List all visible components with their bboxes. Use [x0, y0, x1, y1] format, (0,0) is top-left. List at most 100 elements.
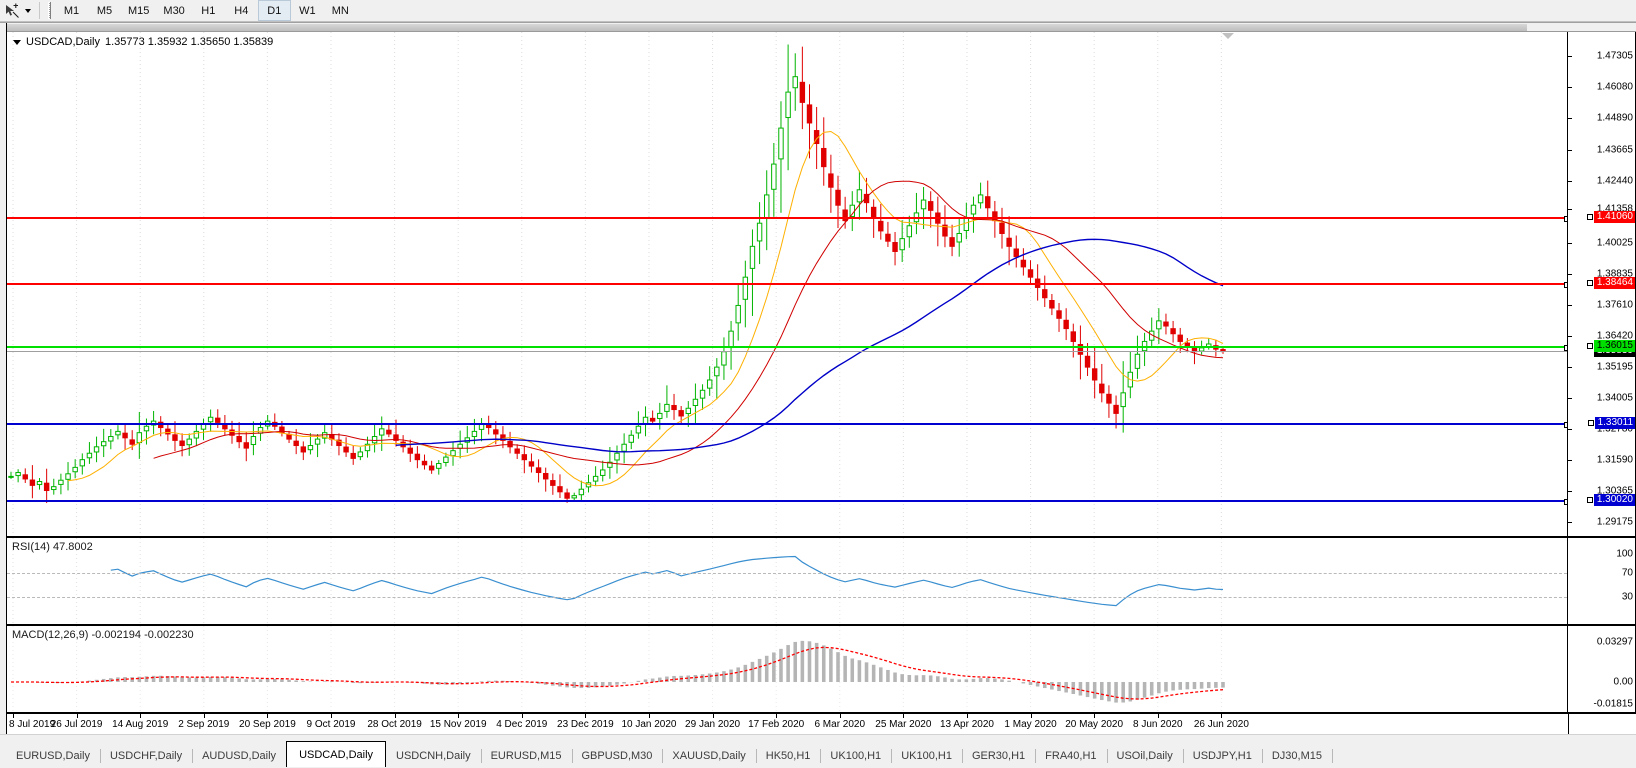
chart-tab-eurusd-daily[interactable]: EURUSD,Daily: [6, 745, 100, 767]
timeframe-button-m15[interactable]: M15: [121, 0, 156, 21]
timeframe-button-w1[interactable]: W1: [291, 0, 324, 21]
left-pane-gutter[interactable]: [0, 23, 7, 734]
chart-tab-usdcad-daily[interactable]: USDCAD,Daily: [286, 741, 387, 767]
price-level-tag-current-level[interactable]: 1.36015: [1586, 340, 1635, 353]
chart-tab-usdjpy-h1[interactable]: USDJPY,H1: [1182, 745, 1262, 767]
time-axis[interactable]: 8 Jul 2019 26 Jul 2019 14 Aug 2019 2 Sep 20…: [7, 713, 1636, 734]
price-level-tag-resistance-1[interactable]: 1.41060: [1586, 210, 1635, 223]
time-axis-tick: [1221, 714, 1223, 718]
chart-tab-uk100-h1[interactable]: UK100,H1: [820, 745, 891, 767]
rsi-plot-canvas[interactable]: [7, 538, 1567, 624]
macd-scale[interactable]: 0.03297 0.00 -0.01815: [1567, 626, 1635, 712]
timeframe-button-m5[interactable]: M5: [88, 0, 121, 21]
timeframe-button-h4[interactable]: H4: [225, 0, 258, 21]
macd-title: MACD(12,26,9) -0.002194 -0.002230: [12, 629, 194, 641]
toolbar-separator: [39, 2, 40, 19]
chart-tab-xauusd-daily[interactable]: XAUUSD,Daily: [662, 745, 755, 767]
price-level-tag-resistance-2[interactable]: 1.38464: [1586, 277, 1635, 290]
price-scale-label: 1.43665: [1596, 144, 1633, 156]
toolbar-grip-handle[interactable]: [45, 2, 53, 20]
price-scale-tick: [1568, 429, 1572, 431]
price-scale-tick: [1568, 522, 1572, 523]
price-tag-nub: [1586, 343, 1593, 350]
time-axis-label: 15 Nov 2019: [429, 719, 487, 730]
chart-tab-uk100-h1[interactable]: UK100,H1: [891, 745, 962, 767]
crosshair-cursor-icon[interactable]: [4, 3, 20, 19]
time-axis-label: 2 Sep 2019: [178, 719, 230, 730]
chart-tab-audusd-daily[interactable]: AUDUSD,Daily: [192, 745, 286, 767]
price-scale-label: 1.38835: [1596, 268, 1633, 280]
price-scale-label: 1.44890: [1596, 112, 1633, 124]
time-axis-tick: [76, 714, 78, 718]
chart-tab-usdchf-daily[interactable]: USDCHF,Daily: [99, 745, 192, 767]
price-scale-label: 1.37610: [1596, 299, 1633, 311]
chart-tab-dj30-m15[interactable]: DJ30,M15: [1261, 745, 1332, 767]
chart-area[interactable]: USDCAD,Daily 1.35773 1.35932 1.35650 1.3…: [0, 22, 1636, 734]
price-level-line-support-2[interactable]: [7, 499, 1570, 506]
chart-tab-fra40-h1[interactable]: FRA40,H1: [1035, 745, 1106, 767]
macd-pane[interactable]: MACD(12,26,9) -0.002194 -0.002230 0.0329…: [7, 625, 1636, 713]
macd-plot-canvas[interactable]: [7, 626, 1567, 712]
rsi-pane[interactable]: RSI(14) 47.8002 100 70 30: [7, 537, 1636, 625]
chart-tab-hk50-h1[interactable]: HK50,H1: [755, 745, 821, 767]
time-axis-tick: [521, 714, 523, 718]
timeframe-label: H1: [201, 4, 216, 17]
price-level-value: 1.41060: [1596, 210, 1633, 222]
chart-collapse-icon[interactable]: [12, 38, 21, 47]
chart-tab-strip: EURUSD,Daily USDCHF,Daily AUDUSD,Daily USDC…: [6, 741, 1632, 767]
time-axis-tick: [1157, 714, 1159, 718]
chart-tab-gbpusd-m30[interactable]: GBPUSD,M30: [571, 745, 663, 767]
price-level-tag-support-2[interactable]: 1.30020: [1586, 494, 1635, 507]
chart-tab-eurusd-m15[interactable]: EURUSD,M15: [480, 745, 572, 767]
chart-tab-label: EURUSD,M15: [490, 750, 562, 762]
price-scale-label: 1.29175: [1596, 516, 1633, 528]
price-level-line-resistance-2[interactable]: [7, 282, 1570, 289]
timeframe-button-h1[interactable]: H1: [192, 0, 225, 21]
time-axis-label: 13 Apr 2020: [940, 719, 994, 730]
time-axis-label: 10 Jan 2020: [621, 719, 677, 730]
price-level-line-current-level[interactable]: [7, 345, 1570, 352]
price-scale-label: 1.41358: [1596, 203, 1633, 215]
chart-tab-usdcnh-daily[interactable]: USDCNH,Daily: [386, 745, 481, 767]
timeframe-button-d1[interactable]: D1: [257, 0, 291, 21]
price-scale-tick: [1568, 118, 1572, 120]
cursor-tool-group: [0, 0, 36, 21]
price-level-line-support-1[interactable]: [7, 422, 1570, 429]
chart-tab-label: USDCHF,Daily: [109, 750, 183, 762]
timeframe-button-m30[interactable]: M30: [156, 0, 191, 21]
time-axis-tick: [13, 714, 14, 718]
time-axis-tick: [966, 714, 968, 718]
chart-tab-ger30-h1[interactable]: GER30,H1: [961, 745, 1035, 767]
price-scale-tick: [1568, 367, 1572, 369]
time-axis-label: 26 Jul 2019: [50, 719, 103, 730]
chart-tab-label: USOil,Daily: [1116, 750, 1173, 762]
price-scale-label: 1.34005: [1596, 392, 1633, 404]
timeframe-label: D1: [267, 4, 282, 17]
scrollbar-thumb[interactable]: [7, 24, 1527, 31]
price-scale-label: 1.31590: [1596, 454, 1633, 466]
time-axis-label: 8 Jul 2019: [9, 719, 56, 730]
timeframe-button-mn[interactable]: MN: [324, 0, 357, 21]
price-scale[interactable]: 1.47305 1.46080 1.44890 1.43665 1.42440 1.413…: [1567, 32, 1635, 536]
time-axis-tick: [839, 714, 841, 718]
price-scale-label: 1.36420: [1596, 330, 1633, 342]
chart-tab-usoil-daily[interactable]: USOil,Daily: [1106, 745, 1183, 767]
price-level-tag-support-1[interactable]: 1.33011: [1587, 417, 1635, 430]
time-axis-label: 14 Aug 2019: [112, 719, 169, 730]
price-scale-tick: [1568, 397, 1572, 399]
macd-scale-label: 0.03297: [1596, 636, 1633, 648]
chevron-down-icon[interactable]: [22, 3, 33, 19]
price-level-value: 1.38464: [1596, 277, 1633, 289]
timeframe-button-m1[interactable]: M1: [55, 0, 88, 21]
price-scale-tick: [1568, 87, 1572, 89]
chart-tab-label: UK100,H1: [901, 750, 952, 762]
price-level-line-resistance-1[interactable]: [7, 215, 1570, 222]
chart-tab-label: HK50,H1: [765, 750, 811, 762]
time-axis-tick: [1030, 714, 1032, 718]
price-scale-label: 1.47305: [1596, 50, 1633, 62]
price-tag-nub: [1586, 497, 1593, 504]
price-pane[interactable]: USDCAD,Daily 1.35773 1.35932 1.35650 1.3…: [7, 32, 1636, 537]
pane-collapse-marker-icon[interactable]: [1222, 33, 1234, 39]
horizontal-scrollbar[interactable]: [7, 23, 1636, 32]
rsi-scale[interactable]: 100 70 30: [1567, 538, 1635, 624]
